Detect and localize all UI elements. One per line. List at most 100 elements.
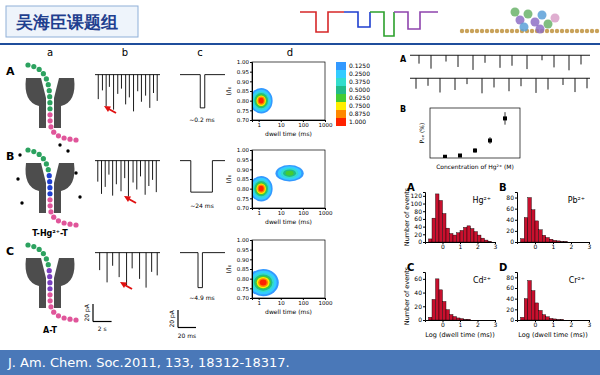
colorbar-label: 0.7500 xyxy=(349,102,370,109)
tick: 0.80 xyxy=(237,276,252,282)
colorbar-swatch xyxy=(336,110,346,118)
blockade-spike xyxy=(419,55,420,63)
tick: 20 xyxy=(506,306,517,313)
dna-bead xyxy=(47,88,52,93)
axis-line xyxy=(515,273,518,321)
tick: 60 xyxy=(414,215,425,222)
axis-line xyxy=(515,193,518,243)
contour-level xyxy=(259,98,264,104)
tick: 1 xyxy=(552,320,556,328)
blockade-spike xyxy=(156,161,157,193)
blockade-spike xyxy=(141,75,142,102)
tick: 10 xyxy=(278,298,285,306)
tick-label: 1 xyxy=(257,300,261,306)
tick: 2 xyxy=(570,320,574,328)
dna-bead xyxy=(51,215,56,220)
tick-label: 0 xyxy=(418,316,422,323)
tick-label: 1 xyxy=(257,122,261,128)
column-label: d xyxy=(287,47,293,58)
blockade-spike xyxy=(527,55,528,69)
dna-bead xyxy=(47,185,52,190)
point xyxy=(488,139,492,143)
dna-bead xyxy=(25,242,30,247)
contour-level xyxy=(252,176,273,201)
contour-level xyxy=(255,276,271,290)
blockade-spike xyxy=(536,78,537,93)
bar xyxy=(488,320,492,321)
colorbar-swatch xyxy=(336,62,346,70)
tick: 100 xyxy=(411,200,425,207)
blockade-spike xyxy=(113,75,114,110)
axis: 0123 xyxy=(426,320,498,328)
dna-bead xyxy=(44,161,49,166)
tick: 40 xyxy=(414,289,425,296)
tick-label: 0 xyxy=(534,243,538,250)
axis: 1101001000 xyxy=(253,298,333,306)
tick-label: 0.80 xyxy=(237,186,250,192)
plot-frame xyxy=(252,62,325,120)
row-label: C xyxy=(6,245,14,258)
tick-mark xyxy=(515,299,517,300)
slide-root: 吴海臣课题组J. Am. Chem. Soc.2011, 133, 18312-… xyxy=(0,0,600,375)
arrow-head xyxy=(120,282,127,288)
bar xyxy=(429,239,433,242)
bar xyxy=(535,221,539,242)
tick: 60 xyxy=(506,205,517,212)
tick-label: 60 xyxy=(414,215,422,222)
tick-label: 1.00 xyxy=(237,147,250,153)
blockade-spike xyxy=(116,161,117,185)
blockade-spike xyxy=(554,55,555,67)
dna-bead xyxy=(46,262,51,267)
bar xyxy=(446,228,450,242)
dna-bead xyxy=(31,244,36,249)
scale-label: 2 s xyxy=(98,325,107,332)
dna-bead xyxy=(56,133,61,138)
tick-mark xyxy=(515,242,517,243)
bar xyxy=(557,241,561,242)
contour-level xyxy=(283,169,296,176)
contour-plot xyxy=(252,269,279,296)
single-event xyxy=(180,75,225,108)
bar xyxy=(578,242,582,243)
title-box xyxy=(6,6,138,37)
blockade-spike xyxy=(485,55,486,63)
dna-bead xyxy=(44,76,49,81)
panel-label: A xyxy=(400,55,407,64)
blockade-spike xyxy=(140,161,141,177)
slide: 吴海臣课题组J. Am. Chem. Soc.2011, 133, 18312-… xyxy=(0,0,600,375)
tick: 60 xyxy=(506,284,517,291)
tick-label: 20 xyxy=(414,231,422,238)
blockade-spike xyxy=(153,75,154,93)
tick-label: 1000 xyxy=(319,122,333,128)
blockade-spike xyxy=(129,75,130,98)
bar xyxy=(553,240,557,242)
tick-label: 40 xyxy=(414,289,422,296)
baseline xyxy=(95,252,160,253)
panel-label: B xyxy=(499,182,507,193)
tick: 0 xyxy=(510,316,517,323)
tick-label: 0.95 xyxy=(237,157,250,163)
blockade-spike xyxy=(157,253,158,276)
contour-level xyxy=(257,185,264,193)
bar xyxy=(453,317,457,320)
axis: 0.700.750.800.850.900.951.00 xyxy=(237,237,253,301)
single-event xyxy=(180,161,225,193)
bar xyxy=(567,320,571,321)
column-label: b xyxy=(122,47,128,58)
tick-label: 0 xyxy=(418,238,422,245)
tick: 1.00 xyxy=(237,59,252,65)
tick: 40 xyxy=(414,223,425,230)
current-trace xyxy=(95,75,160,112)
axis-title: Pₒₙ (%) xyxy=(418,123,425,144)
tick: 1.00 xyxy=(237,147,252,153)
tick-label: 1.00 xyxy=(237,59,250,65)
tick-mark xyxy=(250,160,252,161)
tick: 0 xyxy=(534,320,538,328)
tick-label: 0 xyxy=(534,321,538,328)
dna-bead xyxy=(41,251,46,256)
contour-level xyxy=(257,97,264,105)
tick-label: 1 xyxy=(552,243,556,250)
axis-title: Number of events xyxy=(403,266,411,325)
membrane-bead xyxy=(500,29,504,33)
tick-label: 0.75 xyxy=(237,196,250,202)
